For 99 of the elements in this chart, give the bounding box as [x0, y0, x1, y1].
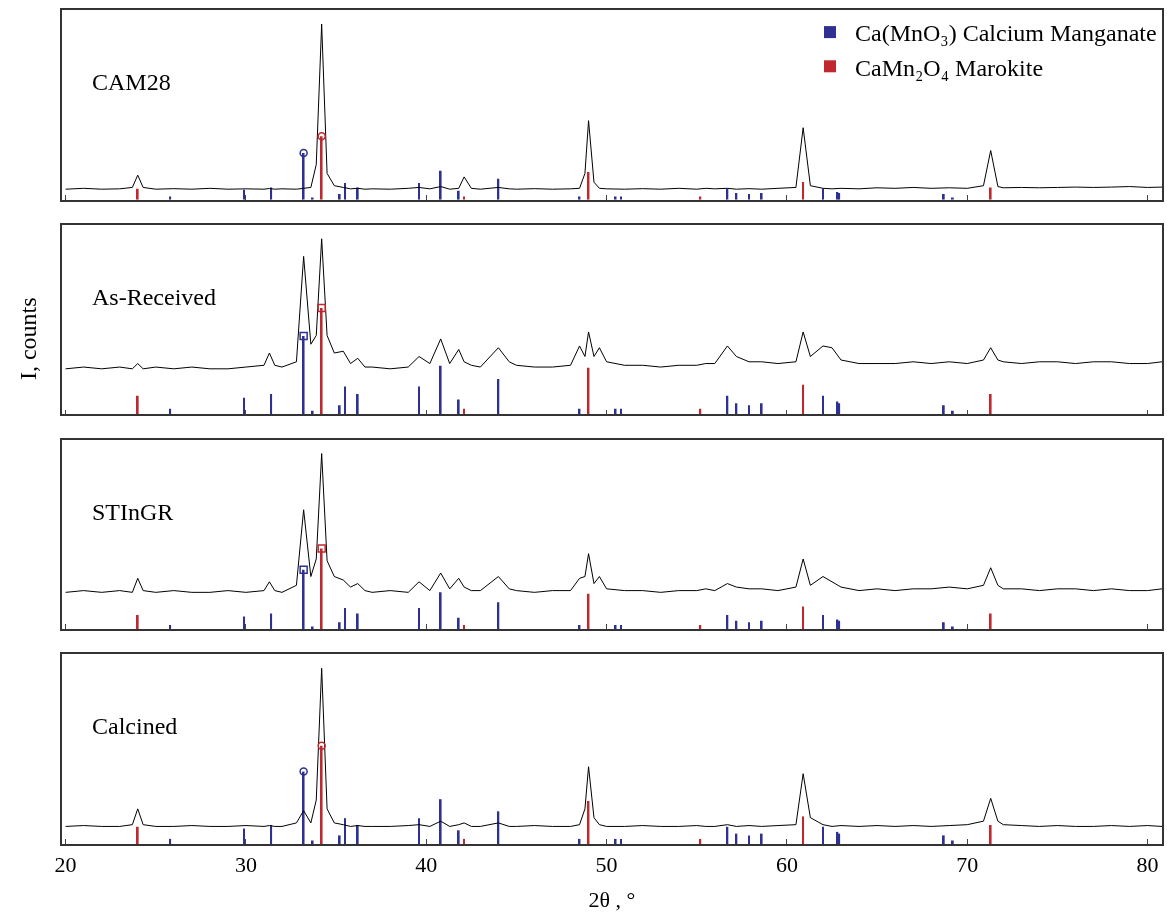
- bar: [338, 194, 341, 200]
- bar: [951, 197, 954, 200]
- bar: [822, 826, 824, 844]
- bar: [942, 835, 945, 844]
- bar: [822, 188, 824, 200]
- bar: [822, 395, 824, 415]
- bar: [989, 825, 992, 844]
- x-tick-label: 20: [54, 852, 77, 878]
- bar: [439, 799, 442, 844]
- bar: [320, 745, 323, 844]
- bar: [311, 197, 314, 200]
- bar: [338, 622, 341, 630]
- bar: [457, 399, 460, 415]
- bar: [320, 308, 323, 415]
- bar: [457, 617, 460, 630]
- bar: [356, 393, 359, 415]
- x-axis-title: 2θ , °: [588, 886, 636, 912]
- x-tick-label: 80: [1136, 852, 1159, 878]
- bar: [614, 408, 617, 415]
- bar: [760, 833, 763, 844]
- bar: [243, 397, 246, 415]
- bar: [989, 613, 992, 630]
- bar: [338, 405, 341, 415]
- bar: [802, 816, 805, 844]
- bar: [344, 818, 347, 844]
- bar: [270, 613, 273, 630]
- bar: [243, 189, 246, 200]
- bar: [418, 607, 420, 630]
- x-tick-label: 50: [595, 852, 618, 878]
- bar: [802, 606, 805, 630]
- bar: [320, 136, 323, 200]
- bar: [439, 170, 442, 200]
- bar: [951, 410, 954, 415]
- bar: [760, 193, 763, 200]
- bar: [270, 825, 273, 844]
- bar: [802, 181, 805, 200]
- bar: [243, 828, 246, 844]
- bar: [338, 835, 341, 844]
- bar: [951, 626, 954, 630]
- bar: [302, 335, 305, 415]
- bar: [302, 771, 305, 844]
- x-tick-label: 60: [775, 852, 798, 878]
- bar: [748, 622, 750, 630]
- bar: [344, 386, 347, 415]
- bar: [989, 393, 992, 415]
- bar: [463, 838, 466, 844]
- bar: [942, 622, 945, 630]
- y-axis-title: I, counts: [14, 297, 41, 381]
- annotation: STInGR: [92, 499, 174, 525]
- bar: [439, 365, 442, 415]
- bar: [439, 592, 442, 630]
- bar: [344, 607, 347, 630]
- bar: [311, 840, 314, 844]
- legend-label: CaMn₂O₄ Marokite: [855, 54, 1044, 81]
- bar: [311, 410, 314, 415]
- bar: [802, 384, 805, 415]
- bar: [942, 405, 945, 415]
- bar: [620, 625, 622, 630]
- bar: [302, 153, 305, 200]
- bar: [748, 405, 750, 415]
- bar: [302, 569, 305, 630]
- bar: [614, 838, 617, 844]
- bar: [356, 613, 359, 630]
- bar: [270, 393, 273, 415]
- bar: [136, 188, 139, 200]
- legend-label: Ca(MnO₃) Calcium Manganate: [855, 20, 1157, 47]
- bar: [136, 395, 139, 415]
- bar: [748, 194, 750, 200]
- bar: [760, 403, 763, 415]
- bar: [614, 196, 617, 200]
- annotation: Calcined: [92, 713, 178, 739]
- x-tick-label: 40: [415, 852, 438, 878]
- bar: [356, 187, 359, 200]
- bar: [457, 830, 460, 844]
- bar: [169, 838, 172, 844]
- bar: [418, 818, 420, 844]
- x-tick-label: 30: [234, 852, 257, 878]
- bar: [748, 835, 750, 844]
- bar: [457, 190, 460, 200]
- bar: [418, 183, 420, 200]
- bar: [951, 840, 954, 844]
- bar: [614, 625, 617, 630]
- bar: [311, 626, 314, 630]
- annotation: As-Received: [92, 284, 216, 310]
- bar: [620, 838, 622, 844]
- bar: [136, 615, 139, 630]
- x-tick-label: 70: [956, 852, 979, 878]
- bar: [989, 187, 992, 200]
- annotation: CAM28: [92, 69, 171, 95]
- bar: [356, 825, 359, 844]
- bar: [760, 620, 763, 630]
- bar: [418, 386, 420, 415]
- bar: [320, 548, 323, 630]
- bar: [243, 616, 246, 630]
- bar: [463, 408, 466, 415]
- bar: [942, 194, 945, 200]
- bar: [822, 615, 824, 630]
- bar: [136, 826, 139, 844]
- bar: [620, 408, 622, 415]
